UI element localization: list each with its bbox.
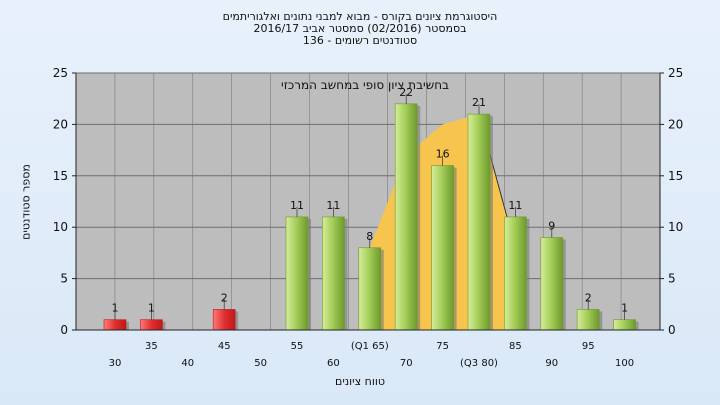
y-tick-label-right: 25 xyxy=(668,66,683,80)
data-label: 8 xyxy=(366,230,373,243)
x-tick-label: 50 xyxy=(254,358,267,369)
x-tick-label: 55 xyxy=(291,341,304,352)
data-label: 1 xyxy=(112,302,119,315)
bar xyxy=(103,319,127,331)
bar xyxy=(504,216,527,331)
x-tick-label: 40 xyxy=(181,358,194,369)
bar xyxy=(613,319,636,331)
bar xyxy=(576,309,600,331)
x-tick-label: 100 xyxy=(615,358,634,369)
y-tick-label-left: 10 xyxy=(53,220,68,234)
data-label: 11 xyxy=(508,199,522,212)
chart-annotation: בחשיבת ציון סופי במחשב המרכזי xyxy=(281,78,449,92)
data-label: 11 xyxy=(290,199,304,212)
x-tick-label: (Q3 80) xyxy=(460,358,498,369)
data-label: 22 xyxy=(399,86,413,99)
data-label: 21 xyxy=(472,96,486,109)
y-tick-label-right: 15 xyxy=(668,169,683,183)
chart-title: היסטוגרמת ציונים בקורס - מבוא למבני נתונ… xyxy=(222,10,498,23)
data-label: 16 xyxy=(436,148,450,161)
y-tick-label-left: 25 xyxy=(53,66,68,80)
x-tick-label: 60 xyxy=(327,358,340,369)
data-label: 1 xyxy=(621,302,628,315)
data-label: 9 xyxy=(548,219,555,232)
bar xyxy=(140,319,163,331)
x-tick-label: (Q1 65) xyxy=(351,341,389,352)
y-tick-label-right: 10 xyxy=(668,220,683,234)
y-tick-label-left: 0 xyxy=(60,323,68,337)
chart-subtitle-registered: סטודנטים רשומים - 136 xyxy=(302,34,418,47)
bar xyxy=(540,237,564,331)
bar xyxy=(285,216,309,331)
y-tick-label-right: 5 xyxy=(668,272,676,286)
x-tick-label: 45 xyxy=(218,341,231,352)
bar xyxy=(358,247,382,331)
y-axis-label: מספר סטודנטים xyxy=(19,164,33,240)
x-tick-label: 30 xyxy=(109,358,122,369)
bar xyxy=(322,216,345,331)
x-tick-label: 90 xyxy=(545,358,558,369)
x-tick-label: 75 xyxy=(436,341,449,352)
x-tick-label: 35 xyxy=(145,341,158,352)
bar xyxy=(212,309,236,331)
bar xyxy=(394,103,418,331)
y-tick-label-left: 20 xyxy=(53,117,68,131)
y-tick-label-left: 5 xyxy=(60,272,68,286)
x-tick-label: 85 xyxy=(509,341,522,352)
x-tick-label: 95 xyxy=(582,341,595,352)
data-label: 2 xyxy=(585,291,592,304)
y-tick-label-right: 20 xyxy=(668,117,683,131)
y-tick-label-left: 15 xyxy=(53,169,68,183)
bar xyxy=(467,113,491,331)
y-tick-label-right: 0 xyxy=(668,323,676,337)
bar xyxy=(431,165,454,331)
chart-subtitle-semester: בסמסטר (02/2016) סמסטר אביב 2016/17 xyxy=(253,22,467,35)
data-label: 11 xyxy=(326,199,340,212)
x-tick-label: 70 xyxy=(400,358,413,369)
x-axis-label: טווח ציונים xyxy=(335,375,385,388)
data-label: 2 xyxy=(221,291,228,304)
data-label: 1 xyxy=(148,302,155,315)
